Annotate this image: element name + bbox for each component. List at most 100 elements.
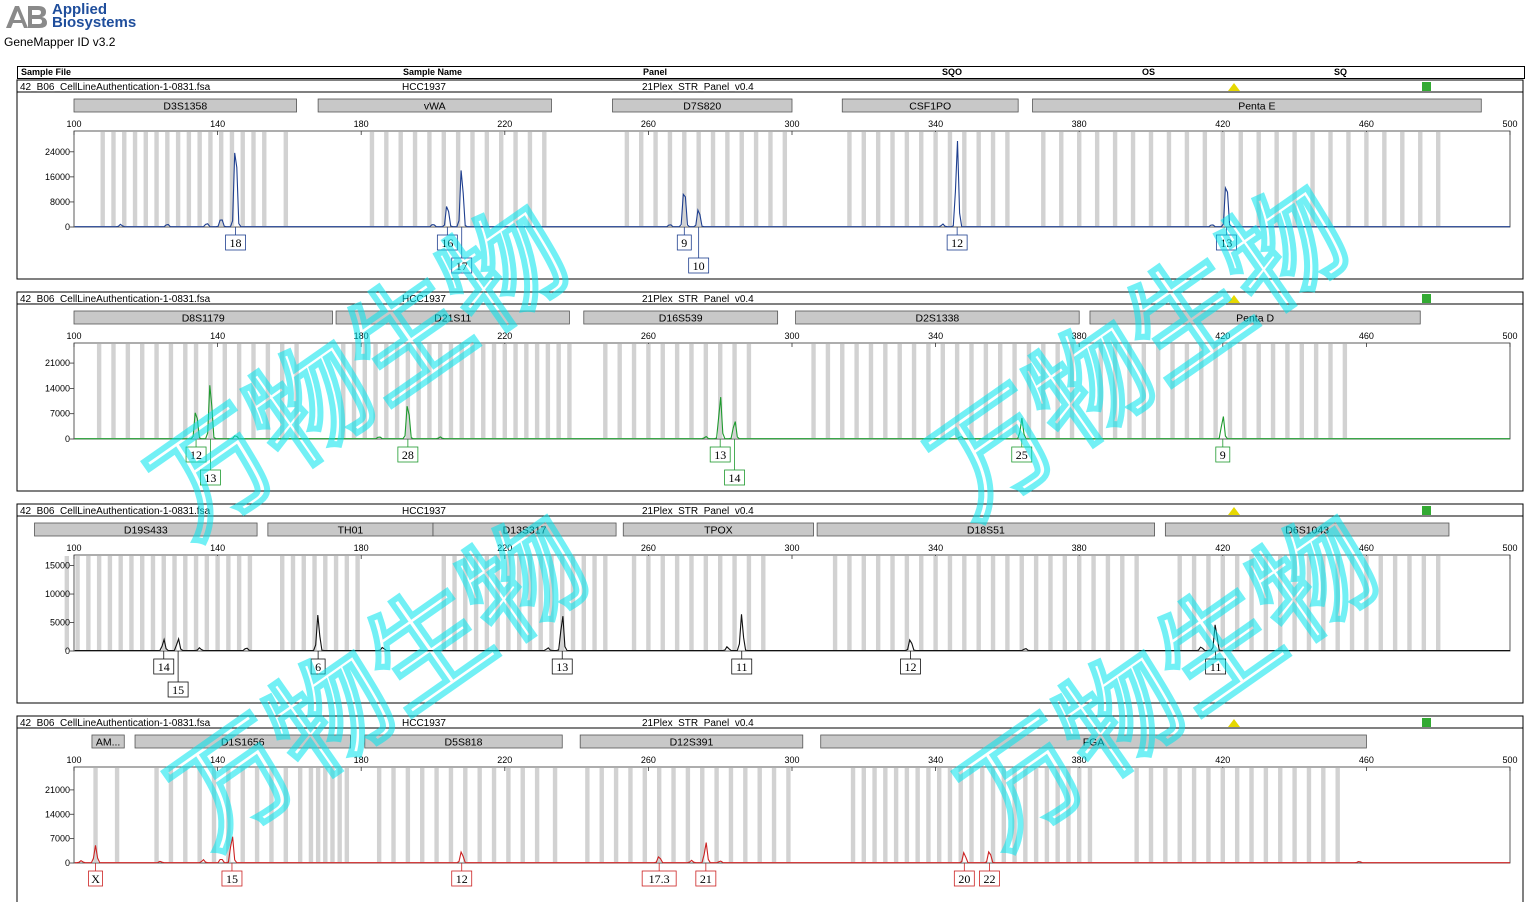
x-tick-label: 260 bbox=[641, 119, 656, 129]
x-tick-label: 300 bbox=[784, 543, 799, 553]
allele-bin bbox=[351, 344, 357, 438]
allele-call-label: 22 bbox=[983, 872, 995, 886]
allele-bin bbox=[552, 768, 558, 862]
allele-bin bbox=[861, 556, 866, 650]
allele-call-box bbox=[641, 870, 677, 887]
marker-label: D16S539 bbox=[659, 313, 703, 325]
sample-file-value: 42_B06_CellLineAuthentication-1-0831.fsa bbox=[20, 294, 211, 305]
allele-bin bbox=[441, 556, 446, 650]
allele-bin bbox=[323, 556, 328, 650]
col-sqo[interactable]: SQO bbox=[942, 67, 963, 77]
allele-bin bbox=[1292, 132, 1297, 226]
allele-bin bbox=[883, 768, 888, 862]
allele-bin bbox=[75, 556, 80, 650]
x-tick-label: 380 bbox=[1072, 331, 1087, 341]
x-tick-label: 500 bbox=[1502, 543, 1517, 553]
allele-bin bbox=[890, 132, 895, 226]
col-os[interactable]: OS bbox=[1142, 67, 1156, 77]
allele-bin bbox=[463, 556, 468, 650]
allele-bin bbox=[534, 768, 540, 862]
allele-bin bbox=[516, 556, 522, 650]
marker-label: TPOX bbox=[704, 525, 733, 537]
sample-name-value: HCC1937 bbox=[402, 82, 446, 93]
allele-bin bbox=[613, 768, 619, 862]
allele-bin bbox=[603, 344, 608, 438]
allele-bin bbox=[437, 344, 443, 438]
marker-bar bbox=[91, 734, 125, 749]
x-tick-label: 380 bbox=[1072, 543, 1087, 553]
y-tick-label: 7000 bbox=[50, 409, 70, 419]
allele-bin bbox=[674, 344, 680, 438]
allele-bin bbox=[904, 768, 910, 862]
x-tick-label: 340 bbox=[928, 755, 943, 765]
allele-bin bbox=[840, 344, 845, 438]
allele-bin bbox=[1066, 768, 1071, 862]
allele-bin bbox=[96, 344, 102, 438]
allele-bin bbox=[1378, 556, 1383, 650]
allele-bin bbox=[1062, 556, 1068, 650]
x-tick-label: 180 bbox=[354, 331, 369, 341]
allele-bin bbox=[567, 344, 572, 438]
allele-bin bbox=[743, 768, 748, 862]
allele-call-label: 17 bbox=[456, 259, 468, 273]
allele-bin bbox=[527, 556, 533, 650]
brand-name-line1: Applied bbox=[52, 1, 107, 18]
allele-bin bbox=[832, 556, 838, 650]
col-sample-name[interactable]: Sample Name bbox=[403, 67, 463, 77]
y-tick-label: 24000 bbox=[45, 147, 70, 157]
allele-bin bbox=[1087, 768, 1093, 862]
allele-bin bbox=[904, 556, 910, 650]
allele-bin bbox=[129, 556, 134, 650]
allele-bin bbox=[631, 344, 637, 438]
allele-bin bbox=[703, 344, 709, 438]
marker-label: CSF1PO bbox=[909, 101, 951, 113]
trace-black bbox=[74, 614, 1510, 652]
col-sq[interactable]: SQ bbox=[1334, 67, 1348, 77]
allele-bin bbox=[1019, 556, 1024, 650]
allele-bin bbox=[143, 132, 148, 226]
x-tick-label: 420 bbox=[1215, 543, 1230, 553]
allele-call-label: 12 bbox=[904, 660, 916, 674]
allele-bin bbox=[527, 132, 533, 226]
allele-bin bbox=[1206, 768, 1211, 862]
allele-bin bbox=[696, 132, 701, 226]
allele-bin bbox=[904, 132, 910, 226]
allele-bin bbox=[384, 344, 389, 438]
panel-value: 21Plex_STR_Panel_v0.4 bbox=[642, 506, 754, 517]
col-sample-file[interactable]: Sample File bbox=[21, 67, 72, 77]
allele-bin bbox=[926, 768, 931, 862]
allele-bin bbox=[186, 132, 192, 226]
trace-green bbox=[74, 385, 1510, 440]
x-tick-label: 140 bbox=[210, 755, 225, 765]
allele-call-label: 18 bbox=[230, 236, 242, 250]
allele-bin bbox=[226, 556, 231, 650]
x-tick-label: 500 bbox=[1502, 755, 1517, 765]
allele-bin bbox=[1242, 344, 1247, 438]
allele-bin bbox=[875, 132, 881, 226]
allele-call-label: 17.3 bbox=[649, 872, 670, 886]
x-tick-label: 260 bbox=[641, 755, 656, 765]
allele-call-label: 14 bbox=[158, 660, 170, 674]
sample-name-value: HCC1937 bbox=[402, 718, 446, 729]
allele-bin bbox=[114, 768, 120, 862]
applied-biosystems-logo bbox=[6, 6, 47, 28]
allele-bin bbox=[592, 556, 597, 650]
allele-bin bbox=[872, 768, 877, 862]
allele-bin bbox=[1299, 344, 1304, 438]
allele-bin bbox=[197, 768, 202, 862]
allele-bin bbox=[1292, 768, 1297, 862]
allele-bin bbox=[753, 132, 759, 226]
allele-bin bbox=[1077, 556, 1082, 650]
allele-bin bbox=[728, 768, 734, 862]
marker-bar bbox=[432, 522, 617, 537]
allele-bin bbox=[1202, 132, 1208, 226]
marker-bar bbox=[841, 98, 1019, 113]
allele-bin bbox=[470, 132, 475, 226]
allele-bin bbox=[405, 344, 411, 438]
marker-label: D6S1043 bbox=[1285, 525, 1329, 537]
x-tick-label: 220 bbox=[497, 755, 512, 765]
allele-bin bbox=[1001, 768, 1007, 862]
allele-bin bbox=[333, 556, 339, 650]
col-panel[interactable]: Panel bbox=[643, 67, 668, 77]
allele-bin bbox=[1227, 344, 1233, 438]
